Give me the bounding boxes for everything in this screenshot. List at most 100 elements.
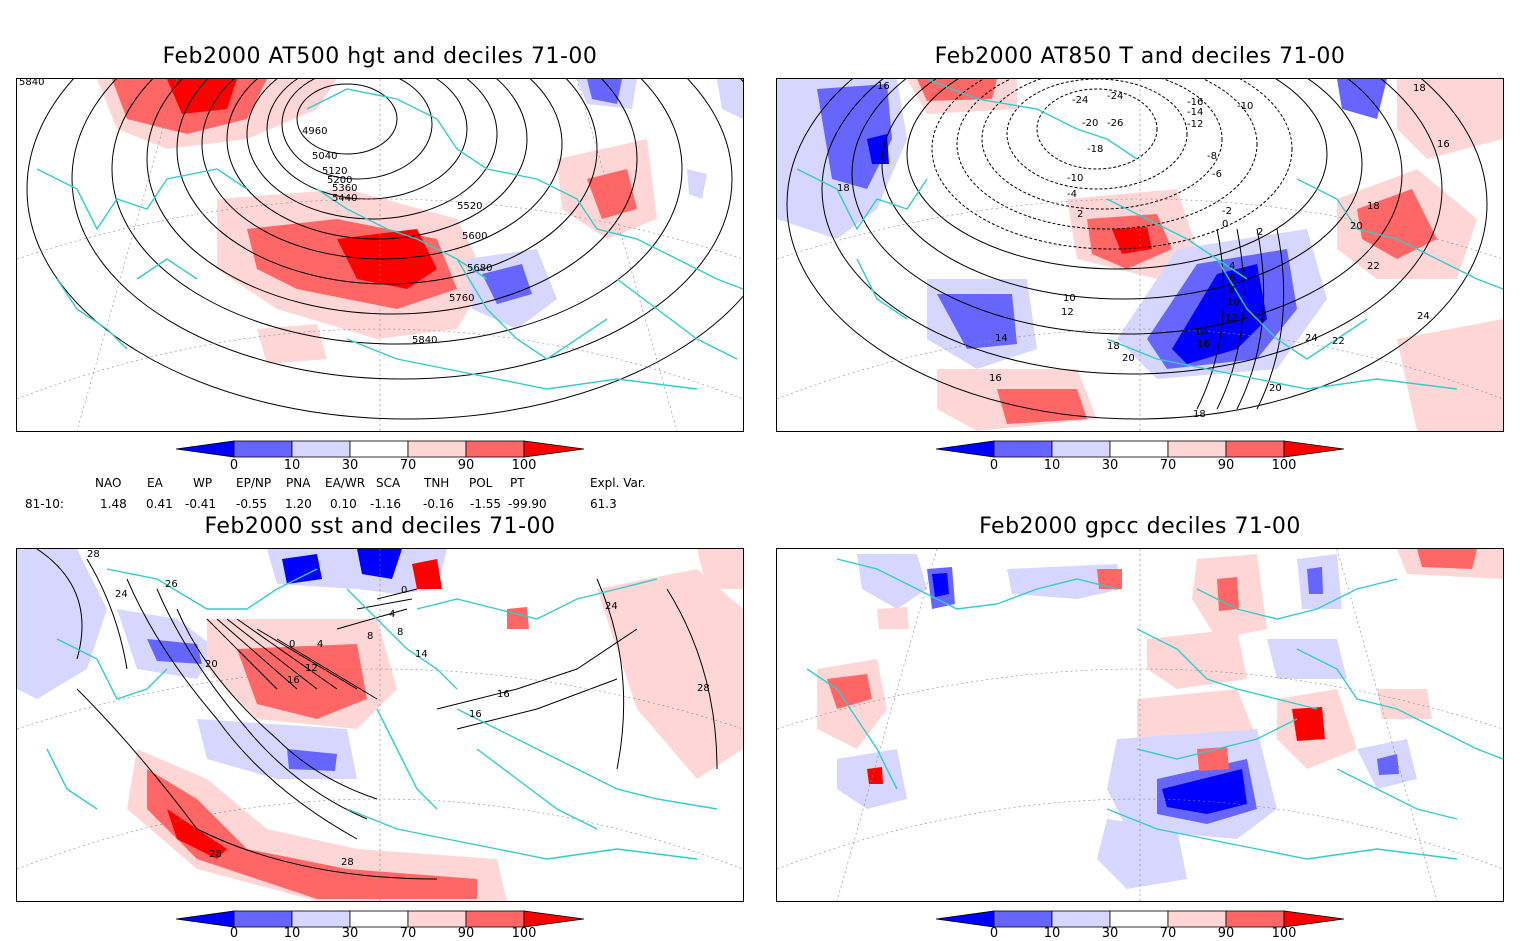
colorbar-bottom-right: [936, 910, 1344, 928]
contour-label: 12: [1225, 313, 1238, 324]
contour-label: 10: [1227, 297, 1240, 308]
colorbar-tick: 90: [1217, 458, 1235, 473]
index-header: WP: [193, 476, 213, 490]
contour-label: -10: [1237, 101, 1253, 112]
contour-label: 4: [1229, 261, 1235, 272]
contour-label: 5040: [312, 151, 337, 162]
contour-label: -4: [1067, 189, 1077, 200]
panel-title-sst: Feb2000 sst and deciles 71-00: [204, 514, 556, 539]
contour-label: 20: [205, 659, 218, 670]
map-t850: 16 -24 -24 -16 -14 -12 -10 -26 -20 -18 -…: [776, 78, 1504, 432]
contour-label: 4: [389, 609, 395, 620]
contour-label: 16: [1437, 139, 1450, 150]
contour-label: 28: [341, 857, 354, 868]
contour-label: 18: [1193, 409, 1206, 420]
contour-label: 5840: [19, 79, 44, 88]
contour-label: 18: [1107, 341, 1120, 352]
contour-label: -10: [1067, 173, 1083, 184]
colorbar-tick: 100: [1271, 458, 1297, 473]
colorbar-tick: 10: [283, 926, 301, 941]
contour-label: -24: [1107, 91, 1123, 102]
panel-title-gpcc: Feb2000 gpcc deciles 71-00: [979, 514, 1301, 539]
index-header: Expl. Var.: [590, 476, 646, 490]
colorbar-labels-top-left: 0 10 30 70 90 100: [176, 458, 584, 474]
contour-label: 0: [289, 639, 295, 650]
contour-label: 18: [1367, 201, 1380, 212]
colorbar-tick: 70: [1159, 458, 1177, 473]
contour-label: -14: [1187, 107, 1203, 118]
colorbar-tick: 100: [511, 458, 537, 473]
contour-label: 12: [305, 663, 318, 674]
contour-label: 18: [1413, 83, 1426, 94]
index-value: 61.3: [590, 497, 617, 511]
contour-label: 5520: [457, 201, 482, 212]
contour-label: 16: [287, 675, 300, 686]
contour-label: 0: [1222, 219, 1228, 230]
contour-label: -2: [1222, 206, 1232, 217]
index-value: -1.55: [470, 497, 502, 511]
colorbar-tick: 100: [511, 926, 537, 941]
contour-label: 4: [317, 639, 323, 650]
index-header: SCA: [376, 476, 401, 490]
index-value: -0.55: [236, 497, 268, 511]
contour-label: 14: [415, 649, 428, 660]
contour-label: 16: [1197, 339, 1210, 350]
contour-label: 6: [1229, 273, 1235, 284]
colorbar-bottom-left: [176, 910, 584, 928]
colorbar-tick: 70: [399, 458, 417, 473]
contour-label: 20: [1269, 383, 1282, 394]
colorbar-tick: 10: [1043, 458, 1061, 473]
contour-label: 12: [1061, 307, 1074, 318]
contour-label: 24: [605, 601, 618, 612]
index-value: -1.16: [370, 497, 402, 511]
index-header: POL: [469, 476, 493, 490]
index-value: 1.48: [100, 497, 127, 511]
contour-label: -12: [1187, 119, 1203, 130]
contour-label: 8: [1229, 285, 1235, 296]
contour-label: 4960: [302, 126, 327, 137]
contour-label: 28: [209, 849, 222, 860]
contour-label: 5760: [449, 293, 474, 304]
contour-label: 5600: [462, 231, 487, 242]
index-header: EA/WR: [325, 476, 366, 490]
contour-label: -26: [1107, 118, 1123, 129]
colorbar-tick: 0: [229, 458, 239, 473]
contour-label: -8: [1207, 151, 1217, 162]
index-header: PT: [510, 476, 525, 490]
colorbar-tick: 30: [341, 458, 359, 473]
index-header: TNH: [424, 476, 450, 490]
contour-label: 18: [837, 183, 850, 194]
index-header: PNA: [286, 476, 311, 490]
contour-label: 16: [469, 709, 482, 720]
colorbar-tick: 30: [341, 926, 359, 941]
index-value: 1.20: [285, 497, 312, 511]
index-value: 0.41: [146, 497, 173, 511]
contour-label: 5360: [332, 183, 357, 194]
colorbar-tick: 30: [1101, 926, 1119, 941]
colorbar-labels-bottom-right: 0 10 30 70 90 100: [936, 926, 1344, 941]
contour-label: 14: [1195, 327, 1208, 338]
colorbar-tick: 10: [1043, 926, 1061, 941]
contour-label: 8: [367, 631, 373, 642]
colorbar-labels-bottom-left: 0 10 30 70 90 100: [176, 926, 584, 941]
contour-label: 2: [1077, 209, 1083, 220]
colorbar-tick: 100: [1271, 926, 1297, 941]
contour-label: -20: [1082, 118, 1098, 129]
contour-label: 20: [1350, 221, 1363, 232]
contour-label: 28: [697, 683, 710, 694]
contour-label: 10: [1063, 293, 1076, 304]
colorbar-labels-top-right: 0 10 30 70 90 100: [936, 458, 1344, 474]
panel-title-hgt500: Feb2000 AT500 hgt and deciles 71-00: [162, 44, 598, 69]
colorbar-tick: 0: [989, 458, 999, 473]
index-header: NAO: [95, 476, 122, 490]
contour-label: 24: [1305, 333, 1318, 344]
contour-label: 0: [401, 585, 407, 596]
contour-label: 22: [1367, 261, 1380, 272]
index-value: 0.10: [330, 497, 357, 511]
contour-label: 2: [1257, 227, 1263, 238]
colorbar-tick: 30: [1101, 458, 1119, 473]
contour-label: 5200: [327, 175, 352, 186]
contour-label: 5440: [332, 193, 357, 204]
index-value: -0.16: [423, 497, 455, 511]
colorbar-top-right: [936, 440, 1344, 458]
